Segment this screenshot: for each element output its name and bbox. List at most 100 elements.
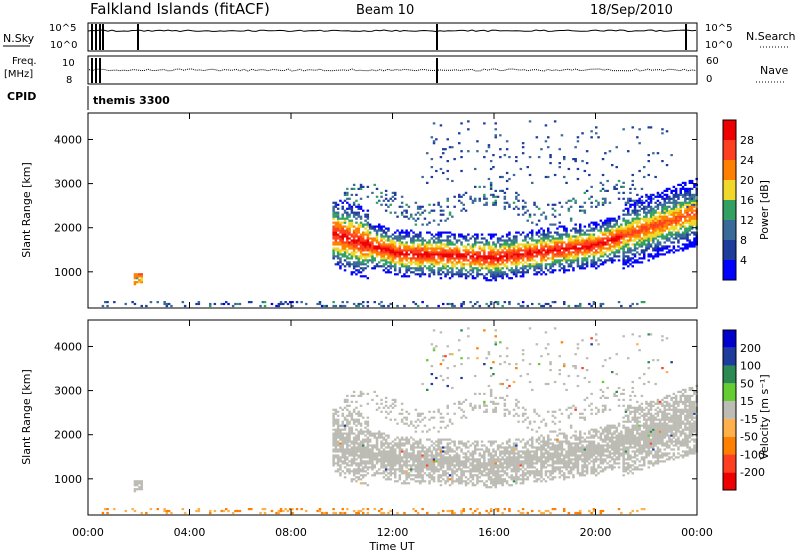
- power-cell: [549, 304, 552, 308]
- velocity-cell: [416, 472, 420, 475]
- power-cell: [643, 229, 646, 232]
- power-cell: [334, 243, 338, 246]
- cpid-label: CPID: [7, 90, 36, 103]
- power-cell: [638, 233, 641, 236]
- velocity-cell: [442, 470, 445, 473]
- velocity-cell: [444, 355, 447, 358]
- velocity-cell: [348, 452, 351, 455]
- velocity-cell: [384, 450, 388, 453]
- velocity-cell: [343, 458, 347, 461]
- power-cell: [362, 255, 365, 258]
- power-cell: [531, 253, 534, 256]
- velocity-cell: [332, 442, 335, 445]
- power-cell: [394, 249, 397, 252]
- velocity-cell: [405, 442, 408, 445]
- velocity-cell: [362, 462, 365, 465]
- power-cell: [410, 271, 413, 274]
- velocity-cell: [414, 456, 418, 459]
- velocity-cell: [403, 470, 406, 473]
- power-cell: [519, 249, 523, 252]
- nsearch-label: N.Search: [746, 30, 796, 43]
- power-cell: [643, 241, 646, 244]
- power-cell: [483, 253, 486, 256]
- power-cell: [494, 122, 497, 125]
- power-cell: [437, 267, 440, 270]
- power-cell: [348, 229, 351, 232]
- power-cell: [350, 223, 354, 226]
- power-cell: [567, 263, 571, 266]
- power-cell: [544, 255, 548, 258]
- power-cell: [348, 225, 351, 228]
- power-cell: [366, 261, 370, 264]
- power-cell: [458, 259, 461, 262]
- power-cell: [489, 167, 493, 171]
- velocity-cell: [270, 509, 274, 513]
- power-cell: [585, 249, 589, 252]
- power-cell: [462, 235, 465, 238]
- power-cell: [366, 277, 370, 280]
- power-cell: [496, 253, 500, 256]
- power-cell: [421, 263, 424, 266]
- power-cell: [597, 265, 600, 268]
- power-cell: [599, 243, 603, 246]
- power-cell: [517, 271, 520, 274]
- power-cell: [334, 213, 338, 216]
- power-cell: [569, 205, 573, 208]
- power-cell: [569, 239, 573, 242]
- power-cell: [426, 243, 429, 246]
- power-cell: [617, 235, 621, 238]
- velocity-cell: [414, 470, 418, 473]
- power-cell: [357, 215, 360, 218]
- power-cell: [508, 301, 511, 304]
- power-cell: [647, 229, 650, 232]
- power-cell: [597, 247, 600, 250]
- power-cell: [355, 241, 358, 244]
- power-cell: [355, 211, 358, 214]
- power-cell: [442, 251, 445, 254]
- power-cell: [416, 217, 420, 220]
- power-cell: [389, 245, 392, 248]
- power-cell: [627, 257, 630, 260]
- velocity-cell: [453, 444, 456, 447]
- velocity-cell: [348, 464, 351, 467]
- power-cell: [663, 253, 666, 256]
- power-cell: [458, 199, 461, 202]
- power-cell: [649, 199, 653, 202]
- power-cell: [622, 239, 625, 242]
- power-cell: [382, 255, 386, 258]
- power-cell: [629, 187, 632, 190]
- power-cell: [384, 189, 388, 192]
- velocity-cell: [469, 404, 472, 407]
- velocity-cell: [442, 478, 445, 481]
- power-cell: [693, 221, 696, 224]
- power-cell: [636, 221, 639, 224]
- power-cell: [629, 251, 632, 254]
- velocity-cell: [428, 480, 431, 483]
- velocity-cell: [437, 511, 440, 515]
- power-cell: [654, 249, 657, 252]
- power-cell: [483, 156, 486, 159]
- power-cell: [464, 259, 468, 262]
- velocity-cell: [403, 472, 406, 475]
- power-cell: [565, 255, 568, 258]
- velocity-cell: [396, 446, 399, 449]
- velocity-cell: [375, 452, 379, 455]
- power-cell: [469, 257, 472, 260]
- velocity-cell: [474, 374, 477, 378]
- power-cell: [350, 257, 354, 260]
- velocity-cell: [350, 414, 354, 417]
- power-cell: [528, 156, 532, 159]
- power-cell: [414, 259, 418, 262]
- power-cell: [588, 225, 591, 228]
- velocity-cell: [350, 418, 354, 421]
- power-cell: [412, 241, 415, 244]
- velocity-cell: [471, 408, 475, 411]
- velocity-cell: [366, 432, 370, 435]
- velocity-cell: [355, 446, 358, 449]
- velocity-cell: [336, 422, 340, 425]
- power-cell: [684, 217, 687, 220]
- velocity-cell: [439, 450, 443, 453]
- power-cell: [357, 249, 360, 252]
- power-cell: [499, 263, 502, 266]
- power-cell: [480, 237, 484, 240]
